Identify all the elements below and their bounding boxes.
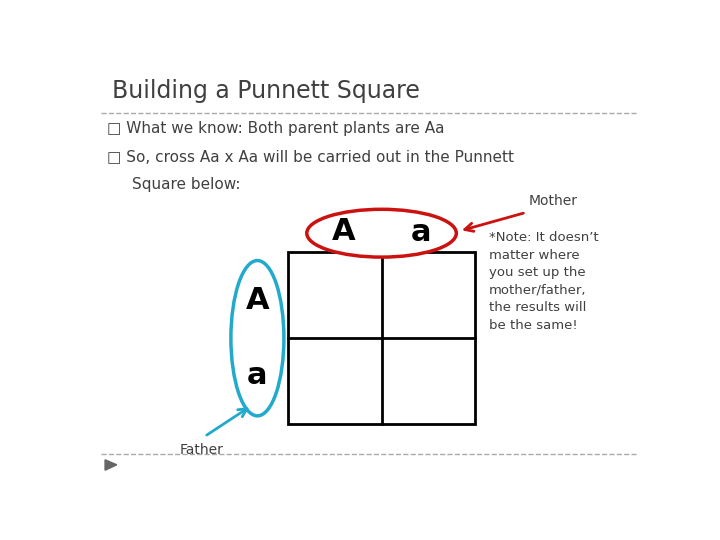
Text: A: A (246, 286, 269, 315)
Text: Mother: Mother (529, 194, 578, 208)
Text: Father: Father (180, 443, 223, 457)
Text: a: a (247, 361, 268, 390)
Polygon shape (105, 460, 117, 470)
Ellipse shape (231, 260, 284, 416)
Bar (288, 252, 475, 424)
Text: a: a (410, 218, 431, 247)
Text: □ What we know: Both parent plants are Aa: □ What we know: Both parent plants are A… (107, 121, 444, 136)
Text: Square below:: Square below: (132, 177, 240, 192)
Text: Building a Punnett Square: Building a Punnett Square (112, 79, 420, 103)
Text: □ So, cross Aa x Aa will be carried out in the Punnett: □ So, cross Aa x Aa will be carried out … (107, 150, 514, 165)
Text: A: A (332, 217, 356, 246)
Ellipse shape (307, 210, 456, 257)
Text: *Note: It doesn’t
matter where
you set up the
mother/father,
the results will
be: *Note: It doesn’t matter where you set u… (489, 231, 598, 332)
